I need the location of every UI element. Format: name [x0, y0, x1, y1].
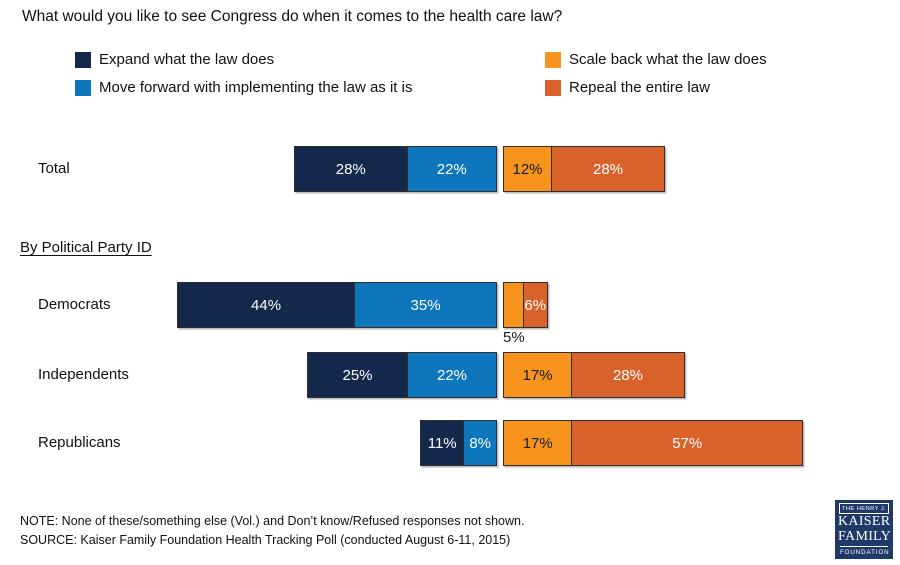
bar-value-scale_back-independents: 17% — [522, 366, 553, 384]
bar-value-repeal-independents: 28% — [612, 366, 644, 384]
legend-item-expand: Expand what the law does — [75, 51, 274, 68]
bar-segment-move_forward-independents: 22% — [408, 353, 496, 397]
kff-logo-line-henry: THE HENRY J. — [839, 503, 889, 514]
bar-value-repeal-democrats: 6% — [524, 296, 547, 314]
row-label-republicans: Republicans — [38, 434, 121, 451]
bar-group-left-republicans: 11% 8% — [420, 420, 497, 466]
source-text: SOURCE: Kaiser Family Foundation Health … — [20, 532, 511, 547]
bar-value-move_forward-independents: 22% — [436, 366, 468, 384]
chart-title: What would you like to see Congress do w… — [22, 8, 563, 25]
section-heading: By Political Party ID — [20, 239, 152, 256]
bar-segment-expand-total: 28% — [295, 147, 408, 191]
bar-value-expand-independents: 25% — [342, 366, 373, 384]
bar-group-right-democrats: 6% — [503, 282, 548, 328]
bar-value-move_forward-total: 22% — [436, 160, 467, 178]
legend-label-expand: Expand what the law does — [99, 51, 275, 68]
bar-segment-scale_back-democrats — [504, 283, 524, 327]
bar-segment-expand-republicans: 11% — [421, 421, 465, 465]
bar-segment-expand-democrats: 44% — [178, 283, 356, 327]
bar-segment-scale_back-total: 12% — [504, 147, 552, 191]
kff-logo-line-family: FAMILY — [838, 528, 892, 544]
bar-segment-scale_back-republicans: 17% — [504, 421, 573, 465]
bar-value-outside-scale_back-democrats: 5% — [503, 329, 525, 346]
legend-swatch-scale_back — [545, 51, 561, 68]
bar-segment-expand-independents: 25% — [308, 353, 408, 397]
bar-value-expand-republicans: 11% — [427, 434, 457, 452]
bar-group-right-republicans: 17% 57% — [503, 420, 803, 466]
legend-label-scale_back: Scale back what the law does — [569, 51, 767, 68]
bar-segment-move_forward-total: 22% — [407, 147, 496, 191]
bar-group-left-democrats: 44% 35% — [177, 282, 497, 328]
bar-segment-move_forward-democrats: 35% — [355, 283, 496, 327]
kff-logo: THE HENRY J. KAISER FAMILY FOUNDATION — [835, 500, 893, 559]
legend-swatch-repeal — [545, 79, 561, 96]
legend-item-scale_back: Scale back what the law does — [545, 51, 767, 68]
bar-segment-repeal-independents: 28% — [572, 353, 684, 397]
bar-group-right-total: 12% 28% — [503, 146, 665, 192]
kff-logo-line-kaiser: KAISER — [838, 513, 891, 529]
bar-segment-repeal-total: 28% — [552, 147, 664, 191]
legend-item-repeal: Repeal the entire law — [545, 79, 710, 96]
bar-value-repeal-total: 28% — [592, 160, 624, 178]
bar-segment-repeal-democrats: 6% — [523, 283, 547, 327]
bar-value-expand-democrats: 44% — [251, 296, 282, 314]
bar-segment-repeal-republicans: 57% — [572, 421, 802, 465]
bar-value-scale_back-republicans: 17% — [522, 434, 553, 452]
bar-group-left-total: 28% 22% — [294, 146, 497, 192]
bar-group-right-independents: 17% 28% — [503, 352, 685, 398]
kff-logo-inner: THE HENRY J. KAISER FAMILY FOUNDATION — [838, 503, 892, 556]
footer: NOTE: None of these/something else (Vol.… — [20, 512, 524, 549]
row-label-democrats: Democrats — [38, 296, 111, 313]
legend-label-repeal: Repeal the entire law — [569, 79, 710, 96]
bar-group-left-independents: 25% 22% — [307, 352, 497, 398]
row-label-independents: Independents — [38, 366, 129, 383]
legend-swatch-move_forward — [75, 79, 91, 96]
legend-label-move_forward: Move forward with implementing the law a… — [99, 79, 413, 96]
note-text: NOTE: None of these/something else (Vol.… — [20, 514, 525, 528]
bar-value-expand-total: 28% — [335, 160, 366, 178]
bar-value-move_forward-republicans: 8% — [469, 434, 492, 452]
kff-logo-line-foundation: FOUNDATION — [840, 546, 889, 556]
legend-item-move_forward: Move forward with implementing the law a… — [75, 79, 412, 96]
bar-value-move_forward-democrats: 35% — [410, 296, 441, 314]
bar-value-scale_back-total: 12% — [512, 160, 543, 178]
bar-value-repeal-republicans: 57% — [672, 434, 703, 452]
row-label-total: Total — [38, 160, 70, 177]
legend-swatch-expand — [75, 51, 91, 68]
bar-segment-scale_back-independents: 17% — [504, 353, 572, 397]
bar-segment-move_forward-republicans: 8% — [464, 421, 496, 465]
